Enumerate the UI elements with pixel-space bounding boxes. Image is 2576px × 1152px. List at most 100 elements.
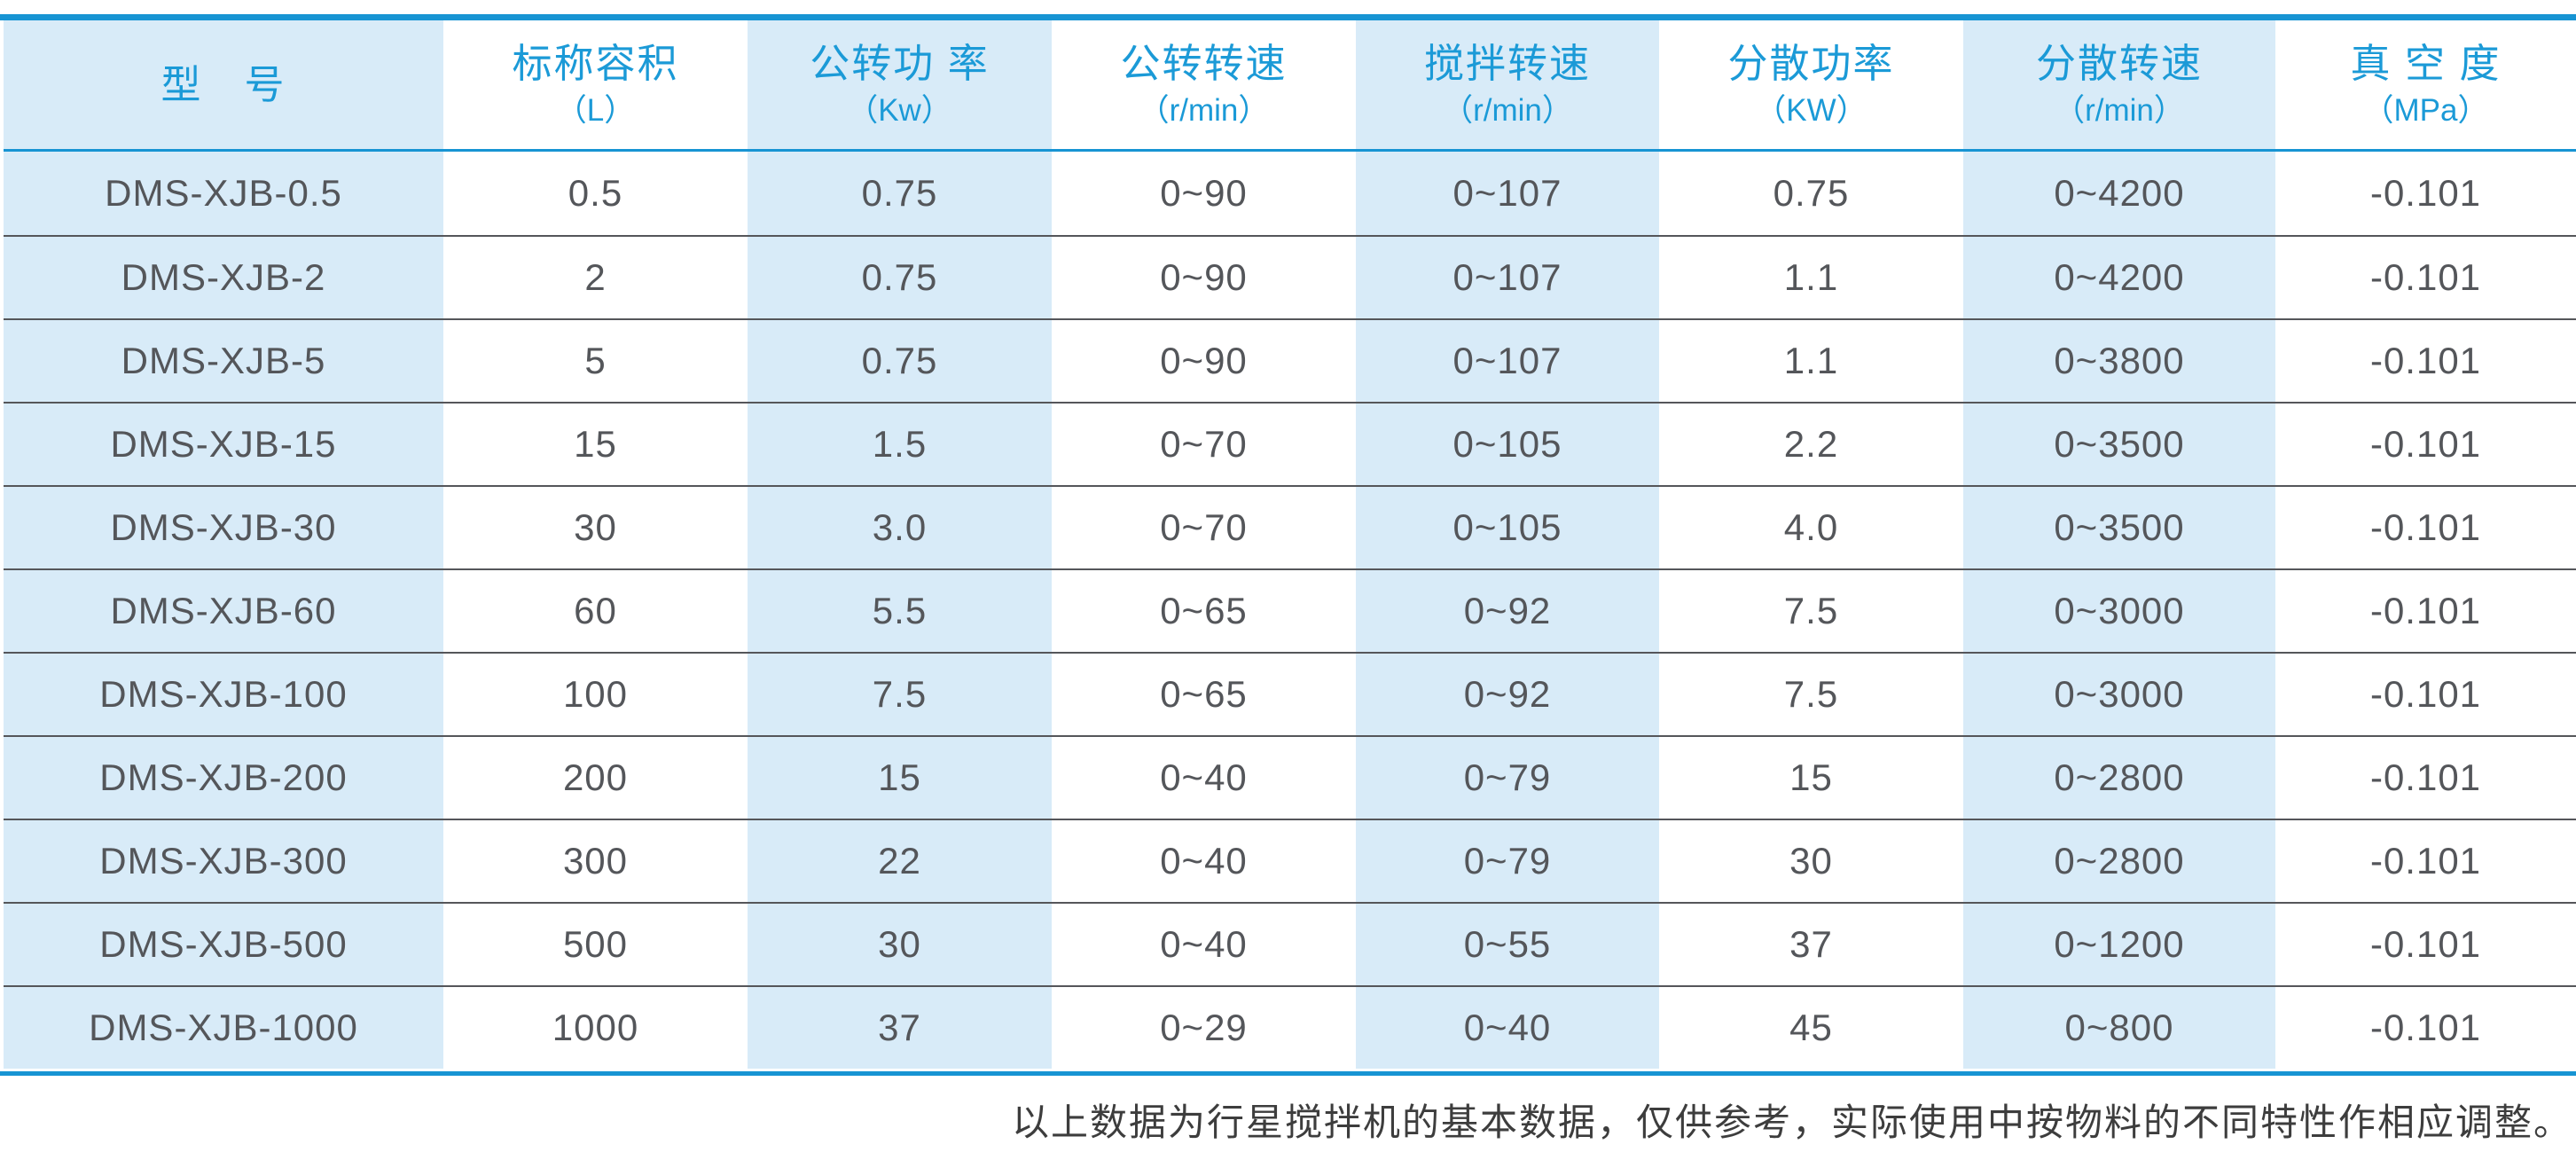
- header-unit: （r/min）: [2054, 92, 2185, 128]
- table-row: DMS-XJB-30 30 3.0 0~70 0~105 4.0 0~3500 -0.101: [4, 485, 2576, 568]
- model-cell: DMS-XJB-2: [4, 237, 443, 318]
- value-cell: 0.75: [748, 152, 1052, 235]
- value-cell: -0.101: [2369, 840, 2482, 882]
- value-cell: 22: [748, 820, 1052, 902]
- value-cell: 15: [574, 423, 617, 465]
- model-cell: DMS-XJB-100: [4, 654, 443, 735]
- bottom-accent-rule: [0, 1071, 2576, 1076]
- table-row: DMS-XJB-100 100 7.5 0~65 0~92 7.5 0~3000 -0.101: [4, 652, 2576, 735]
- value-cell: 0.5: [568, 172, 623, 214]
- value-cell: 0~105: [1356, 404, 1659, 485]
- header-title: 分散功率: [1727, 40, 1895, 86]
- value-cell: -0.101: [2369, 1007, 2482, 1048]
- model-cell: DMS-XJB-5: [4, 320, 443, 402]
- value-cell: 0~90: [1160, 172, 1248, 214]
- value-cell: 5: [584, 340, 607, 381]
- value-cell: 7.5: [1783, 673, 1839, 715]
- header-cell-stirring-speed: 搅拌转速 （r/min）: [1356, 20, 1659, 149]
- header-cell-dispersion-power: 分散功率 （KW）: [1659, 20, 1963, 149]
- model-cell: DMS-XJB-0.5: [4, 152, 443, 235]
- value-cell: -0.101: [2369, 423, 2482, 465]
- header-cell-revolution-speed: 公转转速 （r/min）: [1052, 20, 1356, 149]
- value-cell: 0~3500: [1963, 404, 2275, 485]
- header-title: 标称容积: [512, 40, 679, 86]
- model-cell: DMS-XJB-30: [4, 487, 443, 568]
- header-title: 搅拌转速: [1423, 40, 1591, 86]
- value-cell: -0.101: [2369, 340, 2482, 381]
- value-cell: 0~29: [1160, 1007, 1248, 1048]
- value-cell: 0~90: [1160, 340, 1248, 381]
- value-cell: 30: [574, 506, 617, 548]
- header-unit: （L）: [555, 92, 636, 128]
- value-cell: 1.1: [1783, 256, 1839, 298]
- header-cell-model: 型 号: [4, 20, 443, 149]
- value-cell: 0~70: [1160, 423, 1248, 465]
- header-title: 型 号: [161, 61, 286, 107]
- value-cell: 0~40: [1160, 840, 1248, 882]
- value-cell: 0.75: [748, 320, 1052, 402]
- table-row: DMS-XJB-0.5 0.5 0.75 0~90 0~107 0.75 0~4200 -0.…: [4, 152, 2576, 235]
- header-unit: （Kw）: [847, 92, 952, 128]
- value-cell: 0~65: [1160, 673, 1248, 715]
- value-cell: 4.0: [1783, 506, 1839, 548]
- value-cell: 0~90: [1160, 256, 1248, 298]
- value-cell: -0.101: [2369, 590, 2482, 631]
- value-cell: 0~4200: [1963, 152, 2275, 235]
- value-cell: 500: [562, 923, 629, 965]
- value-cell: -0.101: [2369, 673, 2482, 715]
- value-cell: 0~105: [1356, 487, 1659, 568]
- value-cell: 15: [1789, 756, 1833, 798]
- value-cell: 37: [1789, 923, 1833, 965]
- value-cell: -0.101: [2369, 256, 2482, 298]
- value-cell: 0.75: [1773, 172, 1850, 214]
- value-cell: 0~70: [1160, 506, 1248, 548]
- value-cell: 200: [562, 756, 629, 798]
- value-cell: 0~65: [1160, 590, 1248, 631]
- table-row: DMS-XJB-15 15 1.5 0~70 0~105 2.2 0~3500 -0.101: [4, 402, 2576, 485]
- value-cell: 0.75: [748, 237, 1052, 318]
- table-row: DMS-XJB-60 60 5.5 0~65 0~92 7.5 0~3000 -0.101: [4, 568, 2576, 652]
- footer-note: 以上数据为行星搅拌机的基本数据，仅供参考，实际使用中按物料的不同特性作相应调整。: [1011, 1101, 2572, 1144]
- model-cell: DMS-XJB-15: [4, 404, 443, 485]
- value-cell: -0.101: [2369, 506, 2482, 548]
- value-cell: 0~92: [1356, 654, 1659, 735]
- value-cell: 0~1200: [1963, 904, 2275, 985]
- value-cell: 0~40: [1160, 923, 1248, 965]
- value-cell: -0.101: [2369, 172, 2482, 214]
- table-row: DMS-XJB-500 500 30 0~40 0~55 37 0~1200 -0.101: [4, 902, 2576, 985]
- value-cell: 45: [1789, 1007, 1833, 1048]
- value-cell: 0~40: [1356, 987, 1659, 1069]
- value-cell: 0~79: [1356, 737, 1659, 819]
- header-unit: （KW）: [1755, 92, 1867, 128]
- value-cell: 2.2: [1783, 423, 1839, 465]
- table-header-row: 型 号 标称容积 （L） 公转功 率 （Kw） 公转转速 （r/min） 搅拌转…: [4, 20, 2576, 152]
- value-cell: 0~55: [1356, 904, 1659, 985]
- model-cell: DMS-XJB-300: [4, 820, 443, 902]
- value-cell: 1.5: [748, 404, 1052, 485]
- value-cell: 0~3000: [1963, 654, 2275, 735]
- value-cell: 1000: [552, 1007, 639, 1048]
- value-cell: 0~40: [1160, 756, 1248, 798]
- value-cell: 7.5: [1783, 590, 1839, 631]
- value-cell: 5.5: [748, 570, 1052, 652]
- value-cell: 0~3000: [1963, 570, 2275, 652]
- value-cell: 37: [748, 987, 1052, 1069]
- value-cell: 0~3800: [1963, 320, 2275, 402]
- value-cell: 0~2800: [1963, 820, 2275, 902]
- table-row: DMS-XJB-5 5 0.75 0~90 0~107 1.1 0~3800 -0.101: [4, 318, 2576, 402]
- value-cell: 100: [562, 673, 629, 715]
- table-row: DMS-XJB-1000 1000 37 0~29 0~40 45 0~800 -0.101: [4, 985, 2576, 1069]
- table-row: DMS-XJB-300 300 22 0~40 0~79 30 0~2800 -0.101: [4, 819, 2576, 902]
- value-cell: 15: [748, 737, 1052, 819]
- value-cell: 30: [1789, 840, 1833, 882]
- value-cell: 0~107: [1356, 237, 1659, 318]
- header-title: 公转功 率: [810, 40, 990, 86]
- value-cell: 0~92: [1356, 570, 1659, 652]
- model-cell: DMS-XJB-500: [4, 904, 443, 985]
- value-cell: 0~79: [1356, 820, 1659, 902]
- header-unit: （MPa）: [2362, 92, 2489, 128]
- value-cell: -0.101: [2369, 756, 2482, 798]
- value-cell: 0~800: [1963, 987, 2275, 1069]
- value-cell: -0.101: [2369, 923, 2482, 965]
- value-cell: 0~3500: [1963, 487, 2275, 568]
